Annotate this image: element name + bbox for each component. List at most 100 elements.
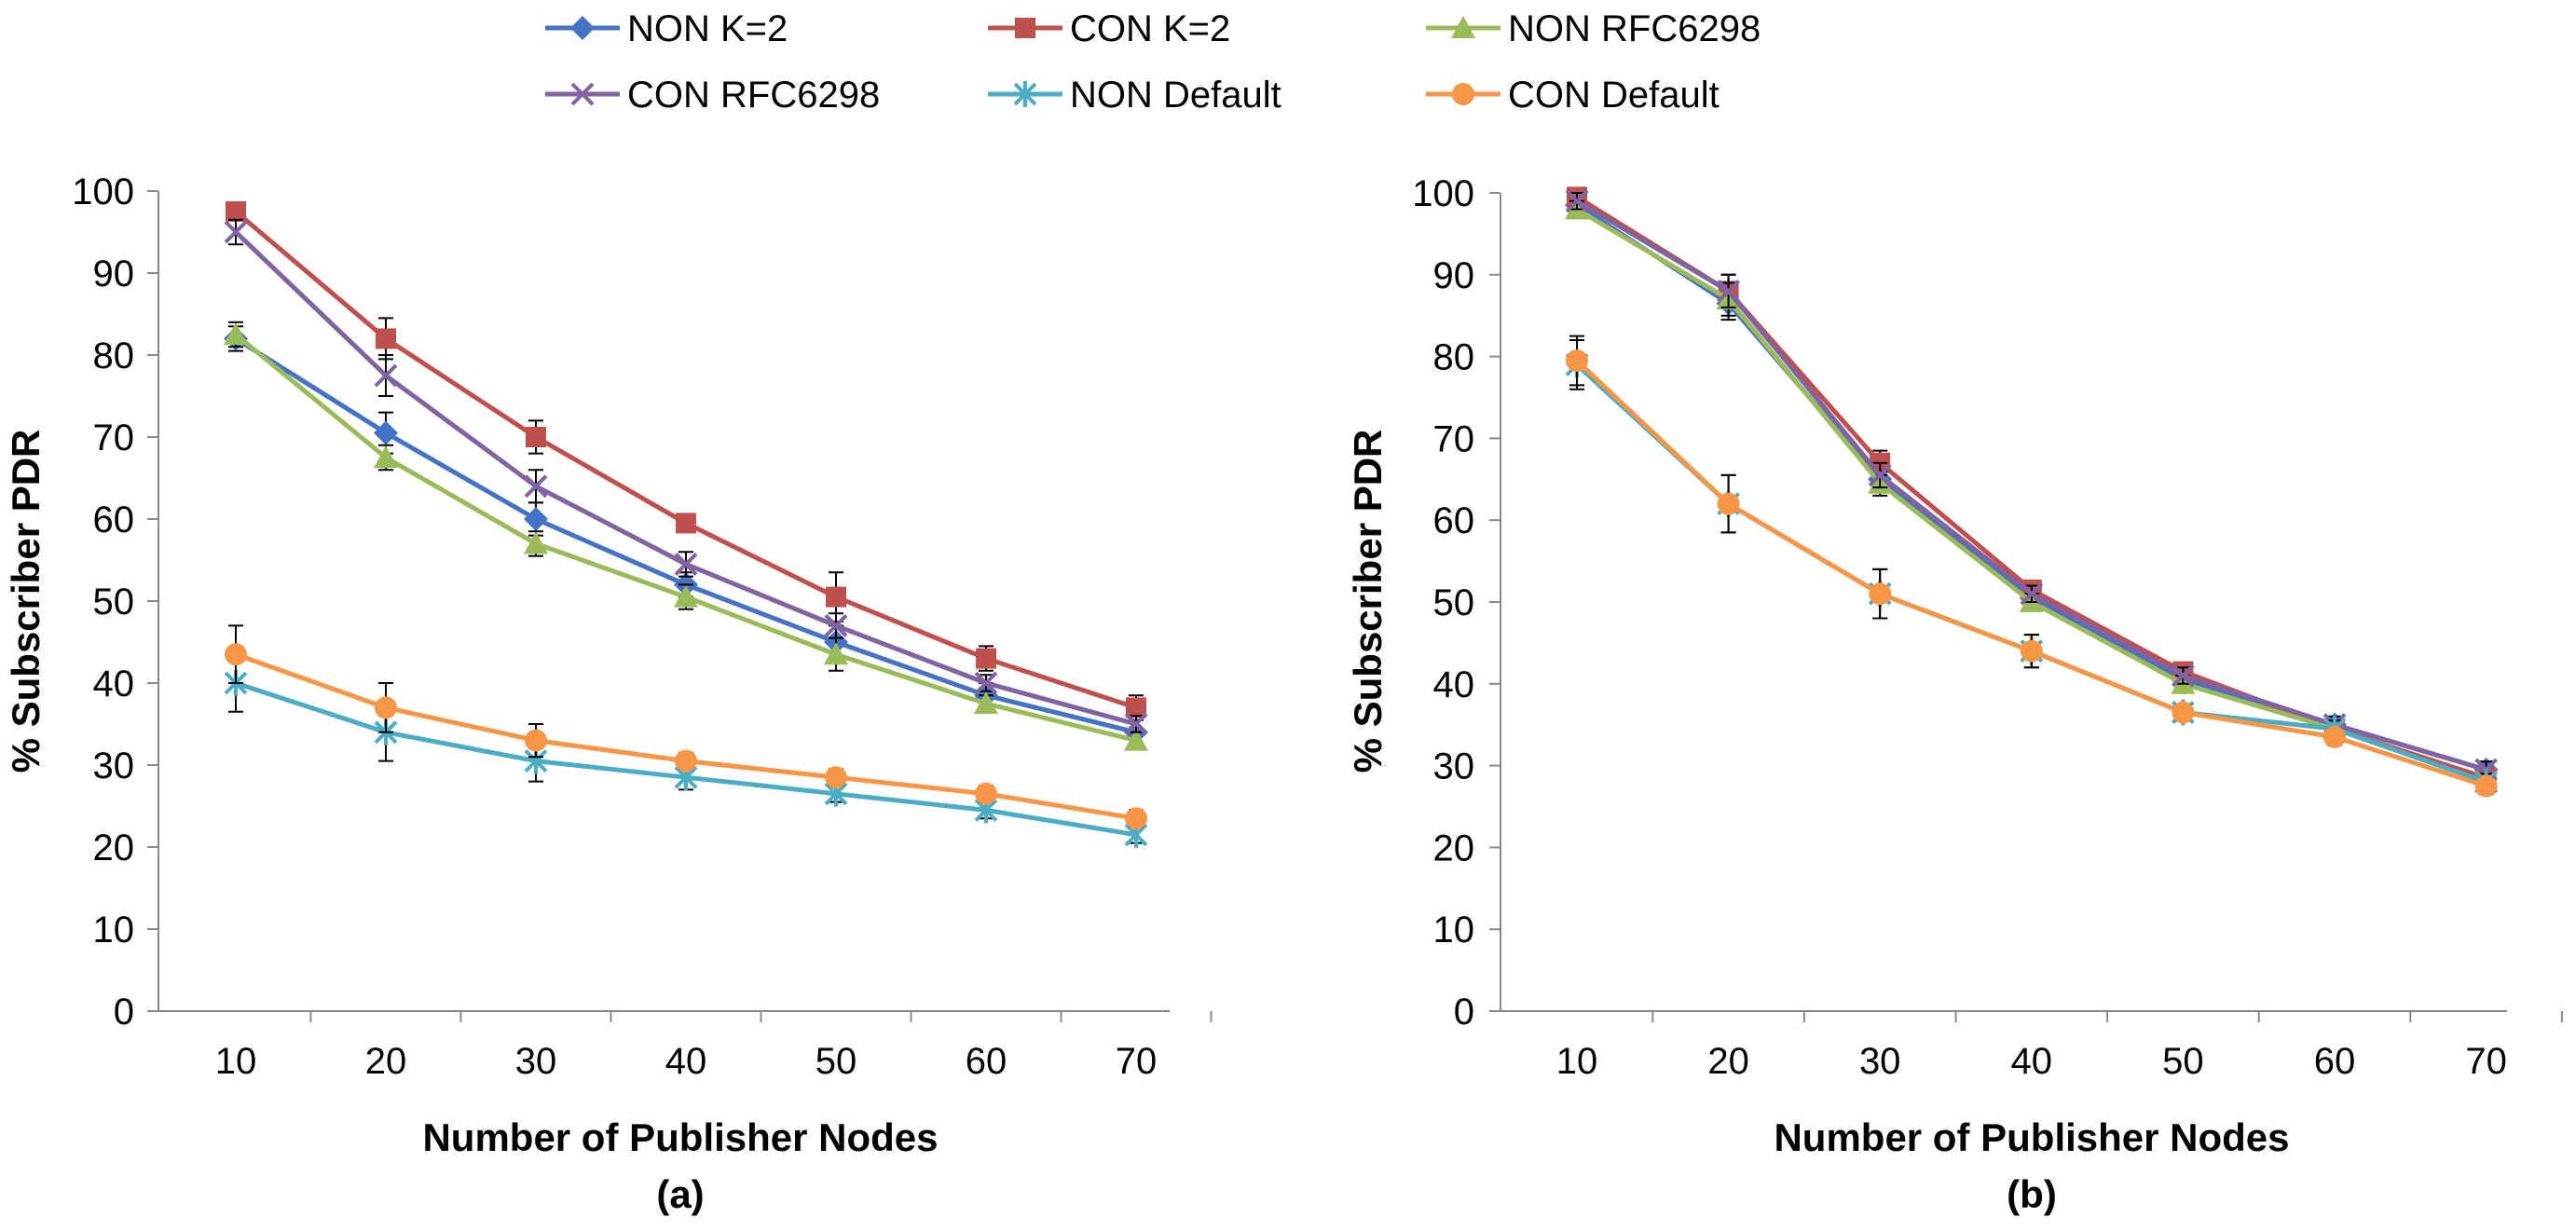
y-tick-label-b-9: 90: [1433, 255, 1475, 296]
data-point-b-5-4: [2172, 701, 2195, 724]
data-point-a-2-0: [224, 322, 248, 345]
y-ticks-b: 0 10 20 30 40 50 60 70 80 90 100: [1412, 173, 1500, 1033]
series-a-1: [226, 201, 1146, 721]
data-point-b-3-2: [1868, 463, 1892, 487]
x-tick-label-b-6: 70: [2465, 1041, 2507, 1082]
panel-label-b: (b): [2007, 1172, 2057, 1216]
series-line-a-2: [234, 333, 1137, 744]
legend-marker-4: [1013, 81, 1037, 107]
chart-panel-a: 0 10 20 30 40 50 60 70 80 90 100 10 20 30 40 50 60 70 % …: [4, 171, 1213, 1216]
data-point-a-5-0: [225, 643, 247, 666]
legend-marker-2: [1451, 16, 1475, 38]
data-point-a-3-2: [524, 474, 548, 499]
chart-panel-b: 0 10 20 30 40 50 60 70 80 90 100 10 20 30 40 50 60 70 % …: [1346, 173, 2563, 1216]
data-point-a-3-5: [974, 671, 998, 695]
legend-marker-5: [1452, 83, 1474, 105]
series-line-a-1: [234, 210, 1137, 710]
data-point-b-5-1: [1717, 492, 1740, 515]
data-point-a-1-0: [226, 201, 246, 222]
data-point-a-3-4: [824, 613, 848, 637]
y-tick-label-a-7: 70: [93, 417, 135, 458]
y-tick-label-a-5: 50: [93, 581, 135, 622]
x-axis-title-a: Number of Publisher Nodes: [422, 1115, 938, 1159]
plot-area-a: [224, 201, 1148, 848]
series-line-b-3: [1575, 198, 2487, 773]
legend-item-0: NON K=2: [545, 8, 788, 49]
x-ticks-a: 10 20 30 40 50 60 70: [215, 1011, 1213, 1082]
data-point-a-2-6: [1124, 728, 1148, 751]
data-point-a-5-2: [525, 729, 547, 752]
y-tick-label-b-7: 70: [1433, 418, 1475, 459]
data-point-b-5-2: [1869, 582, 1892, 606]
panel-label-a: (a): [656, 1172, 704, 1216]
y-tick-label-a-1: 10: [93, 910, 135, 951]
legend-item-3: CON RFC6298: [545, 75, 880, 116]
data-point-a-3-3: [674, 552, 698, 576]
y-tick-label-b-4: 40: [1433, 664, 1475, 705]
x-tick-label-b-2: 30: [1859, 1041, 1901, 1082]
y-tick-label-a-10: 100: [72, 171, 134, 212]
y-tick-label-b-10: 100: [1412, 173, 1474, 214]
data-point-a-1-6: [1126, 697, 1146, 718]
y-tick-label-b-8: 80: [1433, 337, 1475, 378]
legend-marker-3: [570, 82, 595, 106]
data-point-a-0-1: [374, 420, 398, 445]
y-axis-title-a: % Subscriber PDR: [4, 430, 48, 773]
x-tick-label-a-3: 40: [665, 1041, 707, 1082]
legend-label-1: CON K=2: [1070, 8, 1230, 49]
y-tick-label-a-3: 30: [93, 745, 135, 786]
legend: NON K=2 CON K=2 NON RFC6298 CON RFC6298 …: [545, 8, 1761, 116]
data-point-a-2-2: [524, 531, 548, 554]
y-tick-label-b-3: 30: [1433, 746, 1475, 787]
series-a-3: [224, 218, 1148, 736]
x-tick-label-b-5: 60: [2314, 1041, 2356, 1082]
data-point-a-5-1: [375, 696, 397, 719]
legend-item-1: CON K=2: [988, 8, 1230, 49]
legend-label-0: NON K=2: [627, 8, 788, 49]
x-tick-label-a-6: 70: [1116, 1041, 1158, 1082]
legend-label-2: NON RFC6298: [1508, 8, 1761, 49]
y-tick-label-b-1: 10: [1433, 910, 1475, 951]
legend-marker-0: [570, 16, 595, 40]
series-line-b-5: [1575, 359, 2487, 788]
y-tick-label-a-6: 60: [93, 499, 135, 540]
series-line-b-4: [1575, 362, 2487, 785]
legend-item-2: NON RFC6298: [1426, 8, 1761, 49]
legend-label-4: NON Default: [1070, 75, 1281, 116]
data-point-a-0-2: [524, 507, 548, 531]
x-ticks-b: 10 20 30 40 50 60 70: [1556, 1011, 2563, 1082]
legend-marker-shape-2: [1451, 16, 1475, 38]
legend-label-5: CON Default: [1508, 75, 1720, 116]
legend-marker-shape-3: [570, 82, 595, 106]
data-point-a-3-6: [1124, 712, 1148, 736]
y-tick-label-a-4: 40: [93, 663, 135, 704]
data-point-a-2-5: [974, 691, 998, 714]
series-line-a-5: [235, 651, 1137, 821]
x-tick-label-b-3: 40: [2011, 1041, 2053, 1082]
series-b-2: [1565, 197, 2499, 793]
y-tick-label-b-5: 50: [1433, 582, 1475, 623]
y-tick-label-a-2: 20: [93, 828, 135, 869]
legend-item-5: CON Default: [1426, 75, 1720, 116]
data-point-b-5-6: [2474, 774, 2498, 798]
data-point-a-2-3: [674, 584, 698, 608]
series-line-a-0: [234, 336, 1137, 735]
y-tick-label-a-0: 0: [114, 992, 134, 1033]
y-tick-label-b-6: 60: [1433, 500, 1475, 541]
x-tick-label-b-1: 20: [1707, 1041, 1749, 1082]
data-point-b-3-3: [2020, 581, 2044, 606]
data-point-a-1-2: [526, 427, 546, 447]
y-tick-label-a-8: 80: [93, 335, 135, 376]
x-axis-title-b: Number of Publisher Nodes: [1774, 1115, 2289, 1159]
legend-label-3: CON RFC6298: [627, 75, 880, 116]
data-point-a-2-1: [374, 445, 398, 468]
legend-marker-1: [1015, 18, 1035, 38]
data-point-a-5-4: [825, 766, 847, 789]
y-axis-title-b: % Subscriber PDR: [1346, 430, 1390, 773]
legend-marker-shape-1: [1015, 18, 1035, 38]
x-tick-label-a-5: 60: [966, 1041, 1007, 1082]
legend-marker-shape-4: [1013, 81, 1037, 107]
data-point-a-3-1: [374, 363, 398, 388]
data-point-a-1-1: [376, 328, 396, 349]
series-a-0: [224, 325, 1148, 745]
